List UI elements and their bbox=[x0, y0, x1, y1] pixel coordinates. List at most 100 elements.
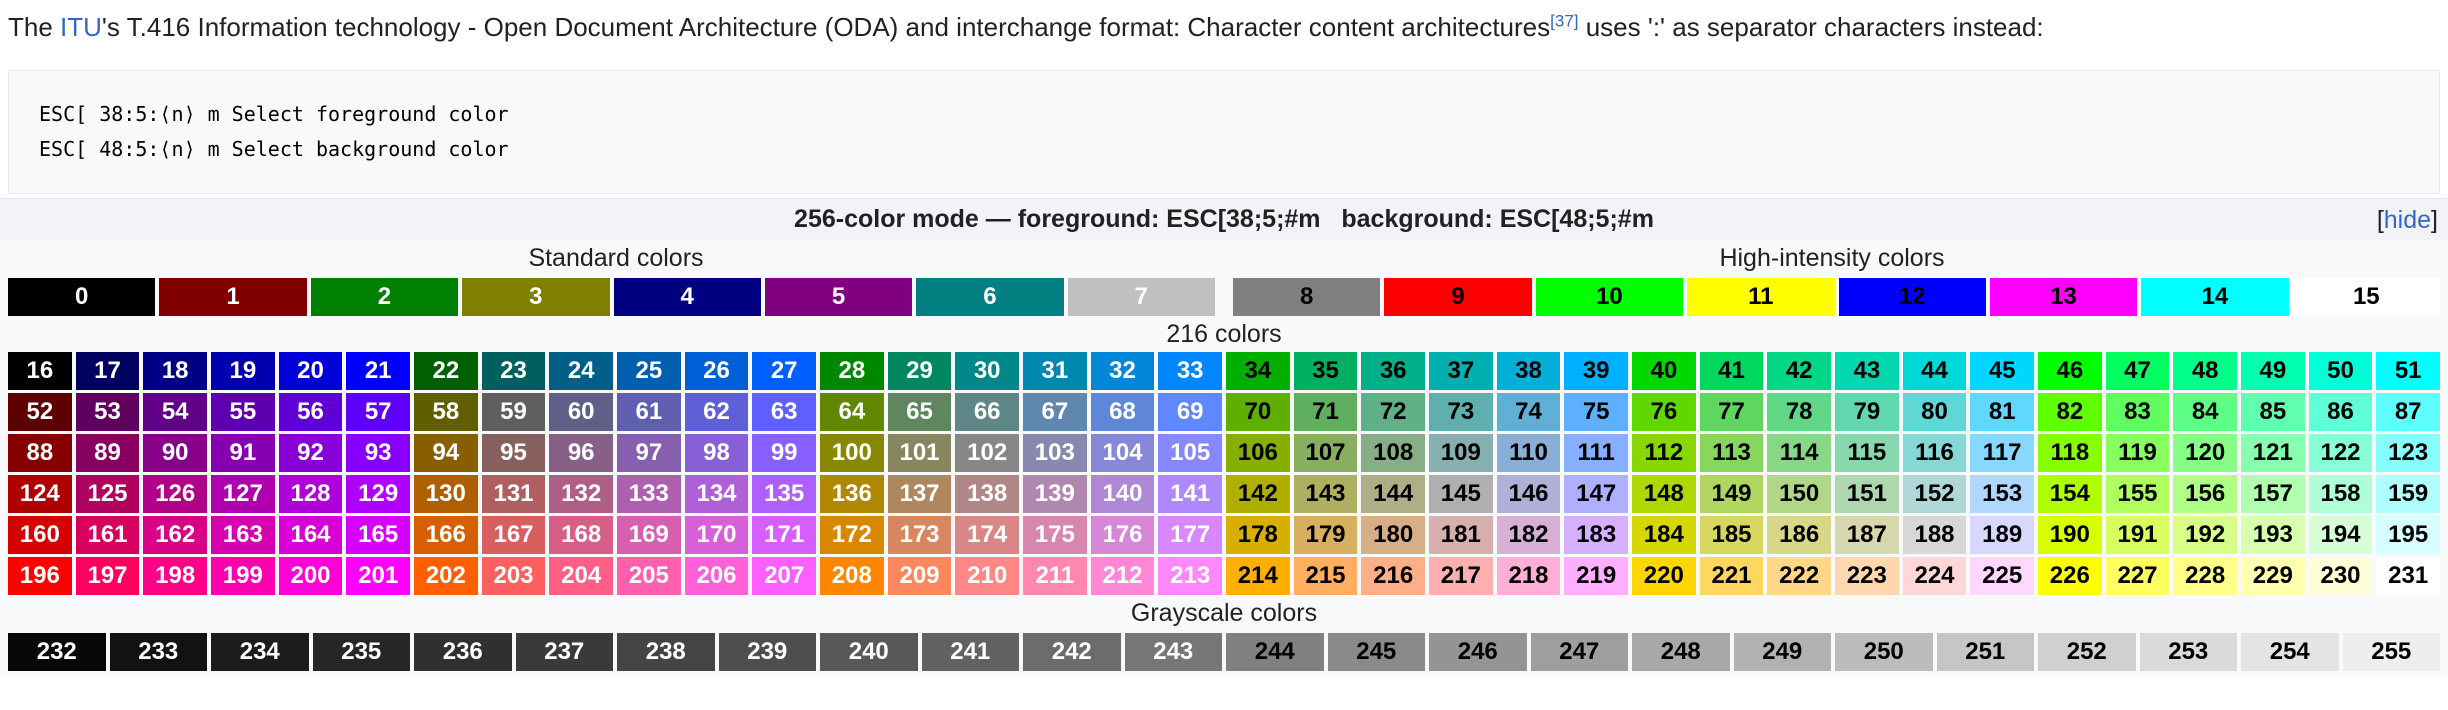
color-cell-164: 164 bbox=[278, 516, 343, 554]
color-cell-140: 140 bbox=[1090, 475, 1155, 513]
color-cell-37: 37 bbox=[1429, 352, 1493, 390]
color-cell-232: 232 bbox=[8, 633, 106, 671]
color-cell-243: 243 bbox=[1124, 633, 1222, 671]
color-cell-14: 14 bbox=[2141, 278, 2289, 316]
color-cell-68: 68 bbox=[1090, 393, 1155, 431]
table-header: 256-color mode — foreground: ESC[38;5;#m… bbox=[0, 198, 2448, 240]
color-cell-33: 33 bbox=[1158, 352, 1222, 390]
color-cell-16: 16 bbox=[8, 352, 72, 390]
color-cell-236: 236 bbox=[414, 633, 512, 671]
color-cell-235: 235 bbox=[312, 633, 410, 671]
color-cell-4: 4 bbox=[613, 278, 761, 316]
color-cell-130: 130 bbox=[414, 475, 478, 513]
color-cell-116: 116 bbox=[1902, 434, 1967, 472]
color-cell-75: 75 bbox=[1564, 393, 1628, 431]
color-cell-137: 137 bbox=[887, 475, 952, 513]
color-cell-216: 216 bbox=[1361, 557, 1425, 595]
color-cell-56: 56 bbox=[278, 393, 343, 431]
color-cell-141: 141 bbox=[1158, 475, 1222, 513]
color-cell-203: 203 bbox=[481, 557, 546, 595]
reference-37-link[interactable]: [37] bbox=[1550, 11, 1579, 31]
color-cube-grid: 16 17 18 19 20 21 22 23 24 25 26 27 28 29 30 31 32 33 34 35… bbox=[8, 352, 2440, 595]
color-cell-183: 183 bbox=[1564, 516, 1628, 554]
color-cell-57: 57 bbox=[346, 393, 410, 431]
color-cell-71: 71 bbox=[1293, 393, 1358, 431]
color-cell-35: 35 bbox=[1293, 352, 1358, 390]
color-cell-209: 209 bbox=[887, 557, 952, 595]
color-cell-101: 101 bbox=[887, 434, 952, 472]
color-cell-169: 169 bbox=[617, 516, 681, 554]
color-cell-224: 224 bbox=[1902, 557, 1967, 595]
color-cell-145: 145 bbox=[1429, 475, 1493, 513]
color-cell-87: 87 bbox=[2376, 393, 2440, 431]
color-cell-119: 119 bbox=[2105, 434, 2170, 472]
color-cell-27: 27 bbox=[752, 352, 816, 390]
color-cell-28: 28 bbox=[820, 352, 884, 390]
standard-colors-label: Standard colors bbox=[528, 243, 704, 272]
color-cell-102: 102 bbox=[955, 434, 1019, 472]
color-cell-110: 110 bbox=[1496, 434, 1561, 472]
color-cell-142: 142 bbox=[1226, 475, 1290, 513]
color-cell-157: 157 bbox=[2241, 475, 2305, 513]
color-cell-108: 108 bbox=[1361, 434, 1425, 472]
color-cell-94: 94 bbox=[414, 434, 478, 472]
color-cell-148: 148 bbox=[1632, 475, 1696, 513]
color-cell-215: 215 bbox=[1293, 557, 1358, 595]
color-cell-133: 133 bbox=[617, 475, 681, 513]
color-cell-126: 126 bbox=[143, 475, 207, 513]
color-cell-210: 210 bbox=[955, 557, 1019, 595]
color-cell-223: 223 bbox=[1835, 557, 1899, 595]
color-cell-160: 160 bbox=[8, 516, 72, 554]
color-cell-220: 220 bbox=[1632, 557, 1696, 595]
color-cell-29: 29 bbox=[887, 352, 952, 390]
color-cell-39: 39 bbox=[1564, 352, 1628, 390]
color-cell-61: 61 bbox=[617, 393, 681, 431]
color-cell-99: 99 bbox=[752, 434, 816, 472]
color-cell-106: 106 bbox=[1226, 434, 1290, 472]
color-cell-177: 177 bbox=[1158, 516, 1222, 554]
itu-link[interactable]: ITU bbox=[60, 12, 102, 42]
hide-link[interactable]: hide bbox=[2383, 205, 2432, 234]
color-cell-171: 171 bbox=[752, 516, 816, 554]
color-cell-249: 249 bbox=[1733, 633, 1831, 671]
color-cell-59: 59 bbox=[481, 393, 546, 431]
color-cell-190: 190 bbox=[2038, 516, 2102, 554]
color-cell-253: 253 bbox=[2139, 633, 2237, 671]
color-cell-77: 77 bbox=[1699, 393, 1764, 431]
color-cell-187: 187 bbox=[1835, 516, 1899, 554]
color-cell-84: 84 bbox=[2173, 393, 2237, 431]
color-cell-46: 46 bbox=[2038, 352, 2102, 390]
color-cell-78: 78 bbox=[1767, 393, 1831, 431]
color-cell-30: 30 bbox=[955, 352, 1019, 390]
color-cell-241: 241 bbox=[921, 633, 1019, 671]
color-cell-161: 161 bbox=[75, 516, 140, 554]
color-cell-206: 206 bbox=[684, 557, 749, 595]
color-cell-227: 227 bbox=[2105, 557, 2170, 595]
escape-code-block: ESC[ 38:5:⟨n⟩ m Select foreground color … bbox=[8, 70, 2440, 194]
color-cell-196: 196 bbox=[8, 557, 72, 595]
color-cell-230: 230 bbox=[2308, 557, 2373, 595]
color-cell-144: 144 bbox=[1361, 475, 1425, 513]
color-cell-153: 153 bbox=[1970, 475, 2034, 513]
color-cell-11: 11 bbox=[1687, 278, 1835, 316]
color-cell-70: 70 bbox=[1226, 393, 1290, 431]
color-cell-31: 31 bbox=[1023, 352, 1087, 390]
color-cell-172: 172 bbox=[820, 516, 884, 554]
color-cell-218: 218 bbox=[1496, 557, 1561, 595]
color-cell-147: 147 bbox=[1564, 475, 1628, 513]
color-cell-217: 217 bbox=[1429, 557, 1493, 595]
color-cell-174: 174 bbox=[955, 516, 1019, 554]
color-cell-155: 155 bbox=[2105, 475, 2170, 513]
color-cell-131: 131 bbox=[481, 475, 546, 513]
color-cell-231: 231 bbox=[2376, 557, 2440, 595]
color-cell-158: 158 bbox=[2308, 475, 2373, 513]
color-cell-199: 199 bbox=[211, 557, 275, 595]
color-cell-22: 22 bbox=[414, 352, 478, 390]
color-cell-154: 154 bbox=[2038, 475, 2102, 513]
color-cell-76: 76 bbox=[1632, 393, 1696, 431]
color-cell-51: 51 bbox=[2376, 352, 2440, 390]
color-cell-23: 23 bbox=[481, 352, 546, 390]
color-cell-124: 124 bbox=[8, 475, 72, 513]
color-cell-20: 20 bbox=[278, 352, 343, 390]
